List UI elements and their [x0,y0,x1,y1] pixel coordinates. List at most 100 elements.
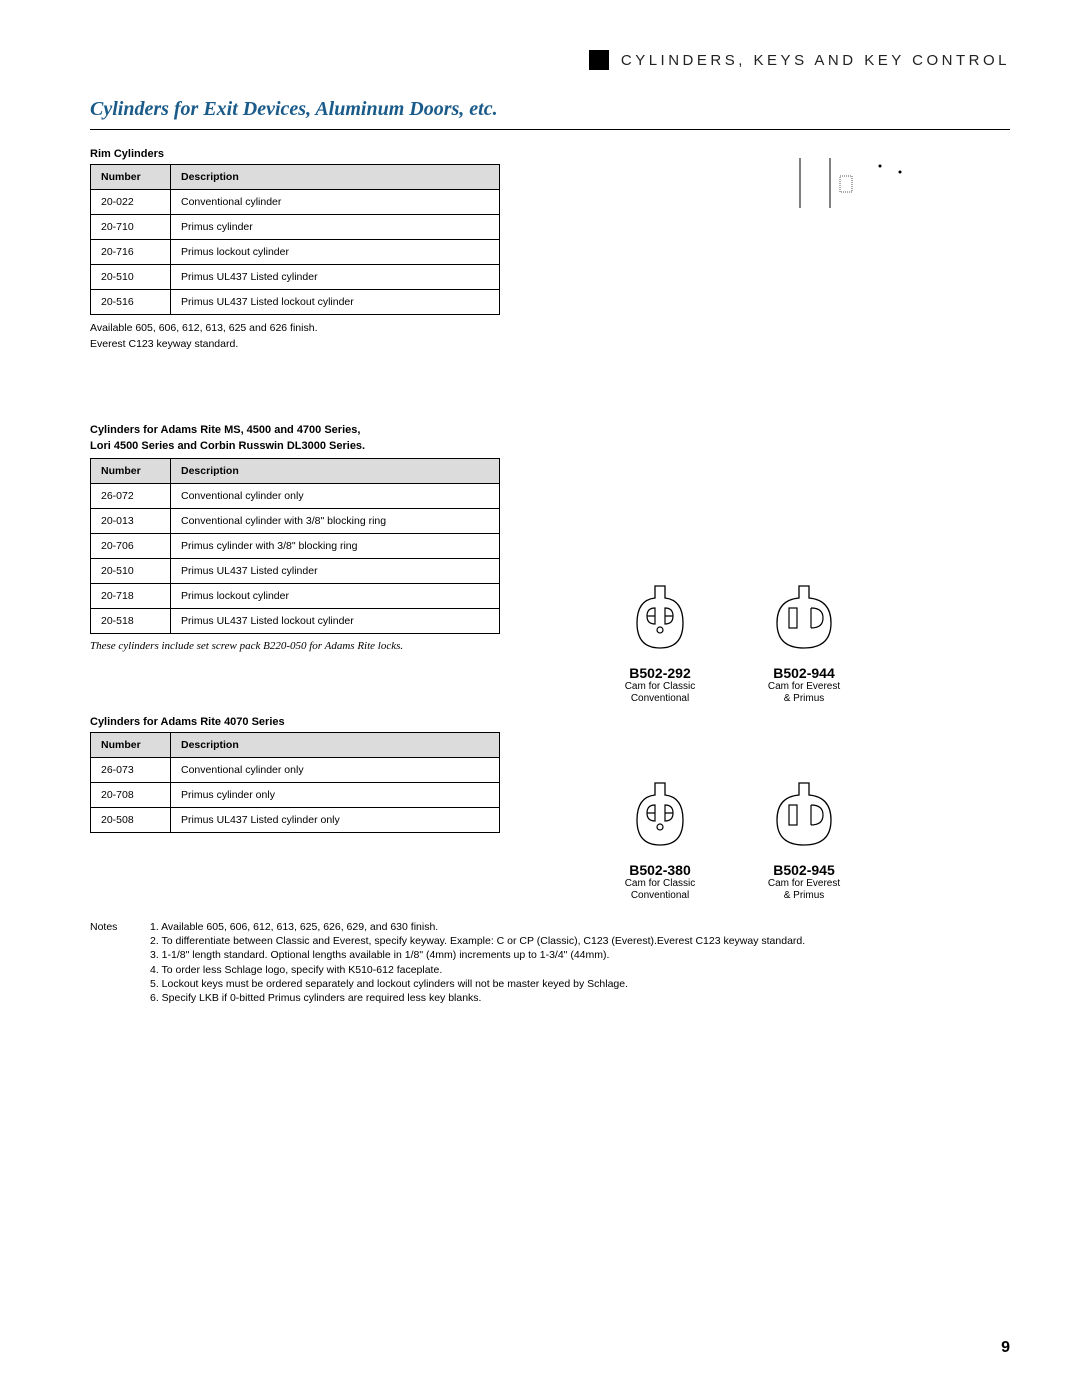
divider [90,129,1010,130]
table-header-row: Number Description [91,459,500,484]
heading-line: Lori 4500 Series and Corbin Russwin DL30… [90,440,365,452]
cell-desc: Primus cylinder only [171,783,500,808]
cam-row-2: B502-380 Cam for Classic Conventional B5… [600,775,980,902]
cell-desc: Primus UL437 Listed cylinder [171,265,500,290]
note-item: 4. To order less Schlage logo, specify w… [150,963,1010,977]
cam-caption: & Primus [744,890,864,902]
cam-item: B502-380 Cam for Classic Conventional [600,775,720,902]
table-row: 20-022Conventional cylinder [91,190,500,215]
rim-heading: Rim Cylinders [90,148,510,160]
cell-number: 20-706 [91,534,171,559]
cell-desc: Primus UL437 Listed cylinder [171,559,500,584]
cell-number: 20-708 [91,783,171,808]
header-text: CYLINDERS, KEYS AND KEY CONTROL [621,52,1010,69]
table-row: 20-706Primus cylinder with 3/8" blocking… [91,534,500,559]
table-header-row: Number Description [91,165,500,190]
rim-note: Everest C123 keyway standard. [90,337,510,351]
note-item: 5. Lockout keys must be ordered separate… [150,977,1010,991]
cam-label: B502-945 [744,862,864,878]
cell-number: 20-510 [91,265,171,290]
cell-number: 20-510 [91,559,171,584]
heading-line: Cylinders for Adams Rite MS, 4500 and 47… [90,424,360,436]
table-row: 20-518Primus UL437 Listed lockout cylind… [91,609,500,634]
cell-desc: Primus cylinder with 3/8" blocking ring [171,534,500,559]
cam-label: B502-292 [600,665,720,681]
table-row: 20-516Primus UL437 Listed lockout cylind… [91,290,500,315]
cam-caption: Cam for Everest [744,878,864,890]
notes-block: Notes 1. Available 605, 606, 612, 613, 6… [90,920,1010,1005]
cell-number: 20-718 [91,584,171,609]
notes-list: 1. Available 605, 606, 612, 613, 625, 62… [150,920,1010,1005]
cam-label: B502-944 [744,665,864,681]
cell-desc: Primus UL437 Listed lockout cylinder [171,290,500,315]
table-row: 20-510Primus UL437 Listed cylinder [91,265,500,290]
cam-item: B502-944 Cam for Everest & Primus [744,578,864,705]
cell-number: 20-716 [91,240,171,265]
cell-number: 26-073 [91,758,171,783]
rim-note: Available 605, 606, 612, 613, 625 and 62… [90,321,510,335]
adams-ms-heading: Cylinders for Adams Rite MS, 4500 and 47… [90,423,510,454]
table-row: 26-073Conventional cylinder only [91,758,500,783]
cam-caption: & Primus [744,693,864,705]
table-row: 26-072Conventional cylinder only [91,484,500,509]
note-item: 1. Available 605, 606, 612, 613, 625, 62… [150,920,1010,934]
table-header-row: Number Description [91,733,500,758]
rim-table: Number Description 20-022Conventional cy… [90,164,500,315]
cam-caption: Cam for Classic [600,681,720,693]
note-item: 6. Specify LKB if 0-bitted Primus cylind… [150,991,1010,1005]
cell-desc: Primus cylinder [171,215,500,240]
cell-number: 20-710 [91,215,171,240]
col-description: Description [171,459,500,484]
col-description: Description [171,733,500,758]
table-row: 20-710Primus cylinder [91,215,500,240]
col-number: Number [91,733,171,758]
cell-number: 20-518 [91,609,171,634]
col-number: Number [91,459,171,484]
cell-desc: Conventional cylinder only [171,484,500,509]
adams-4070-heading: Cylinders for Adams Rite 4070 Series [90,716,510,728]
notes-label: Notes [90,920,130,1005]
adams-ms-note: These cylinders include set screw pack B… [90,640,510,652]
cell-number: 20-508 [91,808,171,833]
cell-desc: Primus lockout cylinder [171,240,500,265]
cam-classic-icon [625,775,695,855]
cam-classic-icon [625,578,695,658]
cam-caption: Cam for Everest [744,681,864,693]
table-row: 20-718Primus lockout cylinder [91,584,500,609]
table-row: 20-508Primus UL437 Listed cylinder only [91,808,500,833]
page-title: Cylinders for Exit Devices, Aluminum Doo… [90,98,1010,121]
page-number: 9 [1001,1339,1010,1357]
cam-row-1: B502-292 Cam for Classic Conventional B5… [600,578,980,705]
cam-everest-icon [769,775,839,855]
cam-label: B502-380 [600,862,720,878]
cell-number: 20-022 [91,190,171,215]
table-row: 20-716Primus lockout cylinder [91,240,500,265]
rim-cylinder-icon [780,148,920,218]
cell-desc: Conventional cylinder only [171,758,500,783]
cam-everest-icon [769,578,839,658]
cell-desc: Primus UL437 Listed lockout cylinder [171,609,500,634]
col-number: Number [91,165,171,190]
cam-item: B502-945 Cam for Everest & Primus [744,775,864,902]
table-row: 20-708Primus cylinder only [91,783,500,808]
cell-desc: Primus lockout cylinder [171,584,500,609]
page-header: CYLINDERS, KEYS AND KEY CONTROL [90,50,1010,70]
cam-caption: Conventional [600,890,720,902]
cam-caption: Cam for Classic [600,878,720,890]
cam-caption: Conventional [600,693,720,705]
cell-desc: Primus UL437 Listed cylinder only [171,808,500,833]
cell-desc: Conventional cylinder [171,190,500,215]
note-item: 3. 1-1/8" length standard. Optional leng… [150,948,1010,962]
cell-number: 20-013 [91,509,171,534]
cell-number: 20-516 [91,290,171,315]
table-row: 20-510Primus UL437 Listed cylinder [91,559,500,584]
adams-4070-table: Number Description 26-073Conventional cy… [90,732,500,833]
table-row: 20-013Conventional cylinder with 3/8" bl… [91,509,500,534]
adams-ms-table: Number Description 26-072Conventional cy… [90,458,500,634]
note-item: 2. To differentiate between Classic and … [150,934,1010,948]
cam-item: B502-292 Cam for Classic Conventional [600,578,720,705]
cell-desc: Conventional cylinder with 3/8" blocking… [171,509,500,534]
cell-number: 26-072 [91,484,171,509]
header-square-icon [589,50,609,70]
col-description: Description [171,165,500,190]
